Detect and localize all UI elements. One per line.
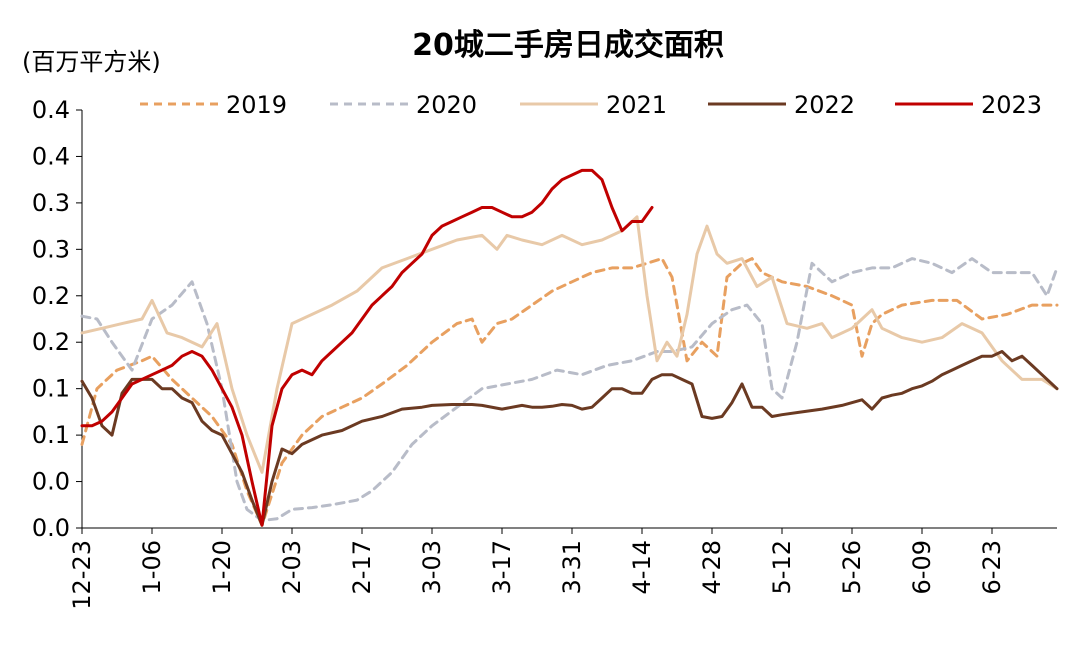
y-tick-label: 0.3	[32, 189, 70, 217]
series-line-2019	[80, 257, 1059, 527]
y-tick-label: 0.4	[32, 96, 70, 124]
x-tick-label: 6-09	[908, 540, 936, 594]
x-tick-label: 5-26	[838, 540, 866, 594]
x-tick-label: 2-03	[278, 540, 306, 594]
x-tick-label: 3-03	[418, 540, 446, 594]
legend-label-2019: 2019	[226, 91, 287, 119]
legend: 2019 2020 2021 2022 2023	[140, 91, 1042, 119]
series-line-2023	[80, 168, 654, 527]
y-tick-label: 0.2	[32, 328, 70, 356]
y-tick-label: 0.0	[32, 468, 70, 496]
chart-title: 20城二手房日成交面积	[412, 28, 724, 63]
x-tick-label: 5-12	[768, 540, 796, 594]
x-tick-label: 4-28	[698, 540, 726, 594]
y-tick-label: 0.0	[32, 514, 70, 542]
series-layer	[80, 168, 1059, 527]
y-tick-label: 0.4	[32, 142, 70, 170]
axes: 0.0 0.0 0.1 0.1 0.2 0.2 0.3 0.3 0.4 0.4 12-23 1-06 1…	[32, 96, 1057, 610]
y-tick-label: 0.1	[32, 375, 70, 403]
y-tick-label: 0.2	[32, 282, 70, 310]
y-tick-label: 0.1	[32, 421, 70, 449]
x-tick-label: 12-23	[68, 540, 96, 610]
x-tick-label: 3-31	[558, 540, 586, 594]
legend-label-2020: 2020	[416, 91, 477, 119]
series-line-2020	[80, 257, 1059, 523]
x-tick-label: 4-14	[628, 540, 656, 594]
legend-label-2021: 2021	[606, 91, 667, 119]
x-tick-label: 3-17	[488, 540, 516, 594]
legend-label-2022: 2022	[794, 91, 855, 119]
x-tick-label: 1-20	[208, 540, 236, 594]
legend-label-2023: 2023	[981, 91, 1042, 119]
y-tick-label: 0.3	[32, 235, 70, 263]
unit-label: (百万平方米)	[22, 48, 161, 76]
x-tick-label: 6-23	[978, 540, 1006, 594]
x-tick-label: 1-06	[138, 540, 166, 594]
x-tick-label: 2-17	[348, 540, 376, 594]
series-line-2022	[80, 350, 1059, 527]
